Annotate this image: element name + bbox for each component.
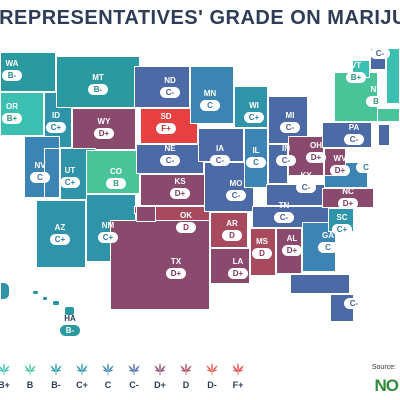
cannabis-leaf-icon	[205, 362, 219, 376]
legend-grade-label: C-	[129, 380, 139, 390]
grade-legend: B+ B B- C+ C C- D+ D D- F+	[0, 362, 400, 396]
legend-grade-label: D-	[207, 380, 217, 390]
cannabis-leaf-icon	[101, 362, 115, 376]
state-wa	[0, 52, 56, 92]
legend-grade-label: C+	[76, 380, 88, 390]
state-vt	[352, 60, 370, 78]
state-la	[210, 248, 250, 284]
state-mn	[190, 66, 234, 124]
source-label: Source:	[371, 364, 396, 371]
state-label-ha: HA B-	[60, 314, 80, 336]
state-az	[36, 200, 86, 268]
legend-grade-label: B-	[51, 380, 61, 390]
state-pa	[322, 122, 372, 148]
state-wv	[324, 148, 346, 176]
state-abbr: NH	[374, 37, 386, 46]
state-ky	[266, 184, 326, 206]
state-wy	[72, 108, 136, 150]
state-grade-badge: B-	[60, 325, 80, 336]
cannabis-leaf-icon	[179, 362, 193, 376]
cannabis-leaf-icon	[127, 362, 141, 376]
legend-grade-label: D	[182, 380, 190, 390]
state-nh	[370, 48, 386, 70]
state-in	[268, 144, 288, 184]
state-or	[0, 92, 44, 136]
state-tx-part1	[136, 206, 156, 222]
cannabis-leaf-icon	[231, 362, 245, 376]
hawaii-island-3	[52, 300, 60, 306]
hawaii-island-2	[42, 296, 48, 301]
state-fl-part1	[330, 294, 354, 322]
state-tx	[110, 220, 210, 310]
hawaii-island-1	[32, 290, 39, 295]
state-abbr: VA	[360, 151, 372, 160]
state-ia	[198, 128, 244, 162]
state-mt	[56, 56, 140, 108]
maine-fragment	[386, 48, 400, 104]
cannabis-leaf-icon	[153, 362, 167, 376]
map-title: UR REPRESENTATIVES' GRADE ON MARIJUAN	[0, 6, 400, 29]
legend-grade-label: B	[26, 380, 34, 390]
state-nc	[322, 188, 374, 208]
cannabis-leaf-icon	[49, 362, 63, 376]
state-wi	[234, 86, 268, 128]
alaska-fragment	[0, 282, 10, 300]
state-il	[244, 128, 268, 188]
state-nd	[134, 66, 190, 108]
legend-grade-label: C	[104, 380, 112, 390]
state-ny	[334, 72, 378, 122]
state-al	[276, 228, 302, 274]
state-fl	[290, 274, 350, 294]
brand-logo: NO	[374, 376, 399, 395]
state-sc	[328, 208, 354, 232]
nj-fragment	[378, 124, 390, 146]
state-mi	[268, 96, 308, 144]
state-oh	[288, 136, 324, 176]
hawaii-island-4	[64, 306, 75, 316]
legend-grade-label: F+	[232, 380, 244, 390]
cannabis-leaf-icon	[23, 362, 37, 376]
legend-grade-label: B+	[0, 380, 10, 390]
state-ne	[136, 144, 204, 174]
cannabis-leaf-icon	[0, 362, 11, 376]
legend-grade-label: D+	[154, 380, 166, 390]
state-co	[86, 150, 140, 194]
cannabis-leaf-icon	[75, 362, 89, 376]
state-ks	[140, 174, 208, 206]
state-ar	[210, 212, 248, 248]
state-ms	[250, 228, 276, 276]
state-nv-part1	[44, 148, 60, 198]
